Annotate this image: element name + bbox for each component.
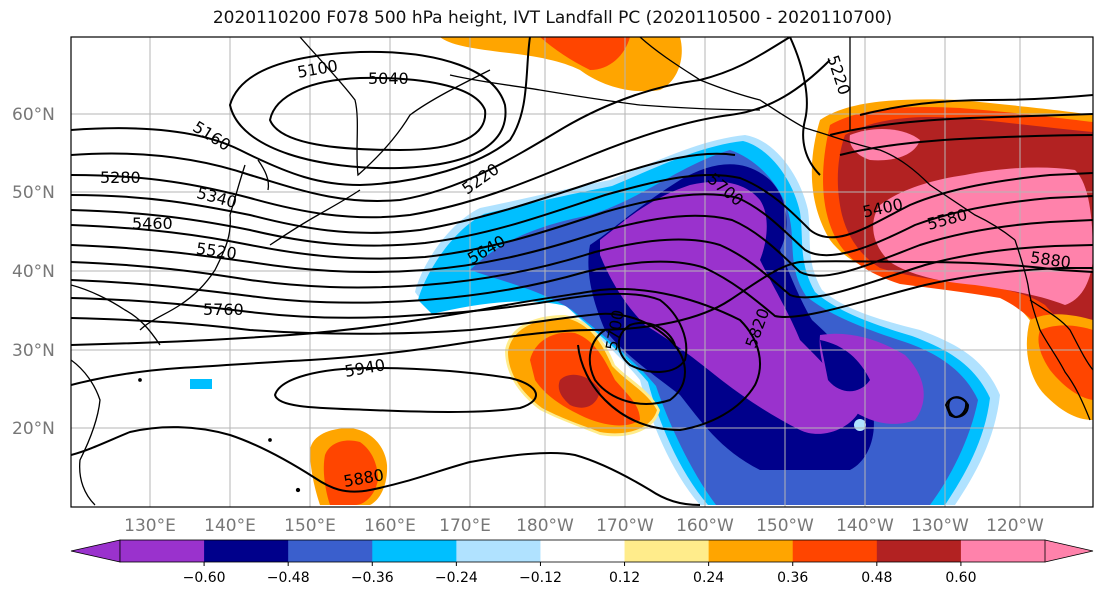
contour-5880 xyxy=(71,260,1093,386)
colorbar-tick-label: −0.36 xyxy=(351,570,394,586)
lon-label: 180°W xyxy=(516,516,574,536)
colorbar-tick-label: 0.48 xyxy=(861,570,892,586)
contour-5280 xyxy=(71,59,831,219)
lat-label: 60°N xyxy=(12,105,55,125)
lat-label: 20°N xyxy=(12,419,55,439)
lat-label: 40°N xyxy=(12,262,55,282)
contour-east-lines-4 xyxy=(839,134,1093,156)
contour-5160 xyxy=(71,37,531,187)
colorbar-tick-label: −0.12 xyxy=(519,570,562,586)
contour-hawaii-high xyxy=(944,396,970,418)
colorbar-arrow-left xyxy=(70,539,121,563)
lon-label: 130°E xyxy=(124,516,176,536)
lon-label: 160°W xyxy=(676,516,734,536)
colorbar-segment xyxy=(540,540,626,562)
map-frame xyxy=(70,36,1094,508)
colorbar-tick-label: −0.24 xyxy=(435,570,478,586)
contour-5880-b xyxy=(71,426,701,506)
lon-label: 140°W xyxy=(836,516,894,536)
contour-5820 xyxy=(71,288,761,432)
height-contours xyxy=(71,37,1093,506)
colorbar-segment xyxy=(120,540,205,562)
colorbar-frame xyxy=(119,539,1046,563)
ivt-negative-navy-east xyxy=(820,340,870,392)
contour-east-lines-3 xyxy=(829,113,1093,136)
colorbar: −0.60 −0.48 −0.36 −0.24 −0.12 0.12 0.24 0.36 0.4… xyxy=(70,539,1094,586)
lon-label: 130°W xyxy=(911,516,969,536)
ivt-small-blue-patch xyxy=(190,379,212,389)
colorbar-tick-label: 0.24 xyxy=(693,570,724,586)
contour-5220 xyxy=(71,37,791,202)
longitude-labels: 130°E 140°E 150°E 160°E 170°E 180°W 170°… xyxy=(124,516,1044,536)
contour-label: 5280 xyxy=(100,168,141,187)
contour-east-lines-2 xyxy=(859,94,1093,116)
contour-5400 xyxy=(71,172,1093,247)
lon-label: 170°E xyxy=(439,516,491,536)
colorbar-tick-label: 0.36 xyxy=(777,570,808,586)
colorbar-segment xyxy=(876,540,962,562)
lat-label: 50°N xyxy=(12,183,55,203)
colorbar-tick-label: 0.60 xyxy=(945,570,976,586)
colorbar-arrow-right xyxy=(1044,539,1094,563)
contour-5040 xyxy=(268,76,487,152)
contour-5460 xyxy=(71,193,1093,260)
map-title: 2020110200 F078 500 hPa height, IVT Land… xyxy=(212,8,893,28)
lon-label: 150°W xyxy=(756,516,814,536)
contour-label: 5040 xyxy=(368,69,409,88)
lon-label: 150°E xyxy=(284,516,336,536)
colorbar-segment xyxy=(708,540,794,562)
contour-east-lines xyxy=(789,37,821,176)
contour-5100 xyxy=(228,50,507,170)
ivt-positive-red-north xyxy=(540,37,630,70)
contour-label: 5460 xyxy=(132,214,173,233)
contour-5940 xyxy=(273,366,537,413)
lon-label: 120°W xyxy=(986,516,1044,536)
contour-5340 xyxy=(71,152,736,234)
contour-5700 xyxy=(71,292,688,373)
ivt-positive-pink-north xyxy=(849,128,920,161)
colorbar-segment xyxy=(960,540,1046,562)
contour-5580 xyxy=(71,238,1093,299)
lon-label: 140°E xyxy=(204,516,256,536)
colorbar-tick-label: −0.60 xyxy=(183,570,226,586)
lon-label: 160°E xyxy=(364,516,416,536)
lon-label: 170°W xyxy=(596,516,654,536)
colorbar-tick-label: 0.12 xyxy=(609,570,640,586)
ivt-negative-purple xyxy=(600,181,860,434)
ivt-small-light xyxy=(854,419,866,431)
lat-label: 30°N xyxy=(12,341,55,361)
colorbar-segment xyxy=(204,540,289,562)
ivt-positive-red-mexico xyxy=(1038,325,1093,400)
colorbar-segment xyxy=(456,540,541,562)
contour-5520 xyxy=(71,214,1093,277)
contour-5640 xyxy=(71,260,1093,318)
colorbar-segment xyxy=(624,540,710,562)
colorbar-segment xyxy=(372,540,457,562)
colorbar-segment xyxy=(792,540,878,562)
colorbar-segment xyxy=(288,540,373,562)
colorbar-tick-label: −0.48 xyxy=(267,570,310,586)
contour-5760 xyxy=(71,312,686,405)
contour-label: 5760 xyxy=(203,300,244,319)
ivt-positive-firebrick-central xyxy=(558,374,600,408)
latitude-labels: 60°N 50°N 40°N 30°N 20°N xyxy=(12,105,55,439)
